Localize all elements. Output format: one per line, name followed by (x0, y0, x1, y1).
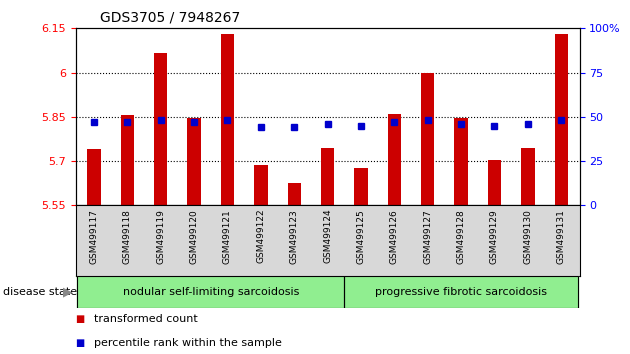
Text: GSM499117: GSM499117 (89, 209, 98, 264)
Text: ■: ■ (76, 314, 85, 324)
Text: transformed count: transformed count (94, 314, 198, 324)
Text: GSM499125: GSM499125 (357, 209, 365, 264)
Text: GSM499119: GSM499119 (156, 209, 165, 264)
Text: GSM499128: GSM499128 (457, 209, 466, 264)
Text: GSM499126: GSM499126 (390, 209, 399, 264)
Bar (187, 118, 201, 205)
Bar (254, 166, 268, 205)
Bar (554, 34, 568, 205)
Text: GSM499122: GSM499122 (256, 209, 265, 263)
Text: GSM499130: GSM499130 (524, 209, 532, 264)
Text: GSM499121: GSM499121 (223, 209, 232, 264)
Text: ■: ■ (76, 338, 85, 348)
Text: progressive fibrotic sarcoidosis: progressive fibrotic sarcoidosis (375, 287, 547, 297)
Text: percentile rank within the sample: percentile rank within the sample (94, 338, 282, 348)
Bar (344, 276, 578, 308)
Bar (154, 53, 168, 205)
Text: GSM499131: GSM499131 (557, 209, 566, 264)
Text: GSM499129: GSM499129 (490, 209, 499, 264)
Text: GSM499118: GSM499118 (123, 209, 132, 264)
Text: GSM499123: GSM499123 (290, 209, 299, 264)
Bar (121, 115, 134, 205)
Bar (220, 34, 234, 205)
Text: GSM499120: GSM499120 (190, 209, 198, 264)
Bar (454, 118, 468, 205)
Bar (387, 114, 401, 205)
Bar (344, 276, 578, 308)
Bar (321, 148, 335, 205)
Text: GSM499127: GSM499127 (423, 209, 432, 264)
Bar (77, 276, 344, 308)
Bar (77, 276, 344, 308)
Bar (521, 148, 534, 205)
Bar (354, 169, 368, 205)
Text: nodular self-limiting sarcoidosis: nodular self-limiting sarcoidosis (123, 287, 299, 297)
Text: disease state: disease state (3, 287, 77, 297)
Text: GSM499124: GSM499124 (323, 209, 332, 263)
Bar (88, 149, 101, 205)
Bar (287, 183, 301, 205)
Text: GDS3705 / 7948267: GDS3705 / 7948267 (100, 11, 240, 25)
Bar (421, 73, 435, 205)
Bar (488, 160, 501, 205)
Text: ▶: ▶ (63, 286, 72, 298)
